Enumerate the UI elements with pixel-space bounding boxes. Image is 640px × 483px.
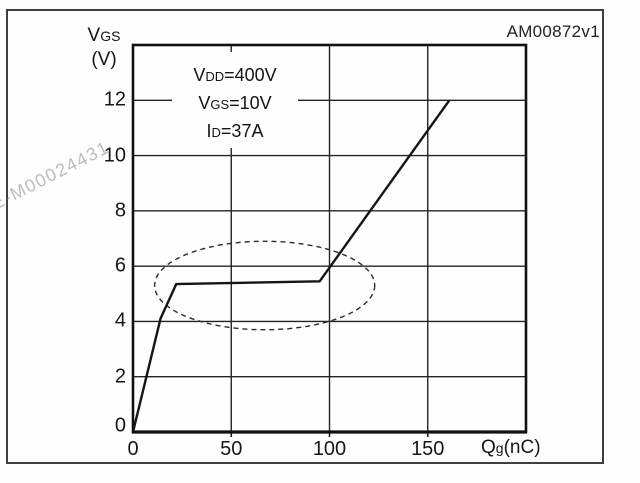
plateau-highlight-ellipse: [153, 240, 376, 331]
condition-value: =37A: [220, 121, 264, 141]
condition-line-id: ID=37A: [172, 118, 298, 146]
condition-symbol: V: [193, 65, 206, 85]
condition-symbol: I: [206, 121, 212, 141]
x-axis-symbol: Q: [481, 437, 496, 458]
x-axis-unit: (nC): [503, 437, 541, 458]
condition-subscript: GS: [210, 97, 230, 112]
condition-value: =10V: [229, 93, 272, 113]
condition-value: =400V: [224, 65, 277, 85]
y-axis-subscript: GS: [100, 28, 121, 44]
y-axis-unit: (V): [91, 49, 117, 70]
condition-symbol: V: [198, 93, 211, 113]
x-axis-title: Qg(nC): [481, 437, 541, 459]
figure-revision-code: AM00872v1: [506, 22, 600, 41]
condition-subscript: DD: [205, 69, 225, 84]
gate-charge-curve: [131, 99, 451, 433]
figure-border: [6, 9, 604, 464]
condition-line-vdd: VDD=400V: [172, 62, 298, 90]
x-axis-subscript: g: [495, 440, 504, 456]
y-axis-title: VGS (V): [83, 24, 125, 72]
test-conditions-box: VDD=400V VGS=10V ID=37A: [172, 52, 298, 148]
condition-subscript: D: [211, 125, 221, 140]
condition-line-vgs: VGS=10V: [172, 90, 298, 118]
y-axis-symbol: V: [87, 25, 101, 46]
y-axis-symbol-line: VGS: [83, 24, 125, 48]
